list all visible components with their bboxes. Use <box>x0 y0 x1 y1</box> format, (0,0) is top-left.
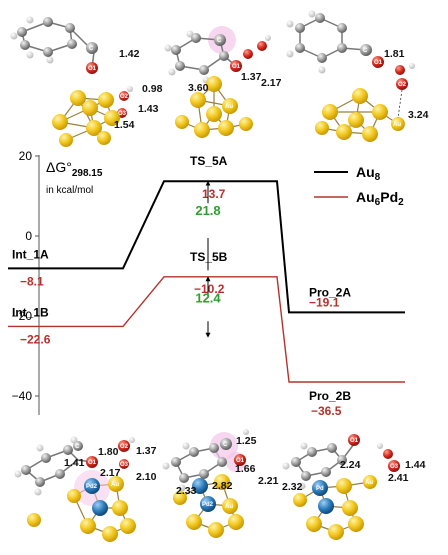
svg-text:Au: Au <box>225 504 233 510</box>
structure-pro-2b: O1 O3 Pd Au 2.24 1.44 2.32 2.41 <box>282 434 426 540</box>
distance-label: 1.43 <box>138 103 159 115</box>
ylabel-main: ΔG°298.15 <box>46 159 103 179</box>
y-ticks: 20 0 −20 −40 <box>12 149 39 403</box>
svg-text:O1: O1 <box>374 60 383 66</box>
distance-label: 0.98 <box>142 83 163 95</box>
svg-text:C: C <box>217 38 222 44</box>
distance-label: 1.37 <box>136 445 157 457</box>
legend-label-au8: Au8 <box>356 164 381 183</box>
svg-text:O1: O1 <box>350 438 359 444</box>
state-label: Int_1A <box>12 247 49 261</box>
svg-text:O1: O1 <box>88 66 97 72</box>
svg-text:C: C <box>89 46 94 52</box>
series-layer: Int_1A −8.1 TS_5A 13.7 Pro_2A−19.1 Int_1B −22.… <box>8 154 405 418</box>
svg-text:Pd: Pd <box>316 486 324 492</box>
barrier-layer: 21.8 12.4 <box>195 180 221 338</box>
state-energy-label: 13.7 <box>202 187 226 201</box>
svg-text:Au: Au <box>225 104 233 110</box>
svg-text:Au: Au <box>393 122 401 128</box>
svg-text:O3: O3 <box>120 462 129 468</box>
ylabel-text: ΔG° <box>46 159 72 175</box>
distance-label: 1.37 <box>241 71 262 83</box>
state-energy-label: −8.1 <box>20 274 44 288</box>
svg-text:O3: O3 <box>390 464 399 470</box>
distance-label: 3.60 <box>188 82 209 94</box>
y-tick-label: −40 <box>12 389 33 403</box>
distance-label: 2.17 <box>100 467 121 479</box>
state-label: TS_5A <box>190 154 228 168</box>
ylabel-sub: 298.15 <box>72 168 103 179</box>
svg-text:C: C <box>363 48 368 54</box>
distance-label: 1.44 <box>405 459 426 471</box>
svg-text:C: C <box>223 442 228 448</box>
structure-int-1b: C O1 O2 O3 Pd2 Au 1.80 1.37 1.41 2.17 2.… <box>14 436 157 542</box>
distance-label: 2.33 <box>176 485 197 497</box>
svg-text:O3: O3 <box>118 111 127 117</box>
svg-text:O1: O1 <box>88 460 97 466</box>
distance-label: 1.25 <box>236 435 257 447</box>
state-energy-label: −10.2 <box>194 282 225 296</box>
unit-label: in kcal/mol <box>46 185 93 196</box>
distance-label: 2.41 <box>388 472 409 484</box>
legend: Au8 Au6Pd2 <box>314 164 404 208</box>
distance-label: 3.24 <box>408 109 429 121</box>
y-tick-label: −20 <box>12 309 33 323</box>
distance-label: 2.82 <box>212 480 233 492</box>
distance-label: 1.41 <box>64 457 85 469</box>
state-label: Pro_2A <box>309 285 351 299</box>
svg-text:O2: O2 <box>398 82 407 88</box>
series-line-1 <box>8 276 405 383</box>
svg-text:Pd2: Pd2 <box>202 502 214 508</box>
distance-label: 2.21 <box>258 475 279 487</box>
state-energy-label: −22.6 <box>20 332 51 346</box>
distance-label: 1.66 <box>235 463 256 475</box>
structure-int-1a: C O1 O2 O3 1.42 0.98 1.43 1.54 <box>10 16 163 147</box>
structure-ts-5b: C O1 Pd2 Au 1.25 1.66 2.33 2.82 2.21 <box>162 429 279 538</box>
distance-label: 1.42 <box>119 48 140 60</box>
energy-chart: 20 0 −20 −40 ΔG°298.15 in kcal/mol Au8 Au6P… <box>8 149 405 418</box>
svg-text:O1: O1 <box>232 64 241 70</box>
svg-text:C: C <box>75 444 80 450</box>
svg-text:O2: O2 <box>120 94 129 100</box>
distance-label: 1.80 <box>98 446 119 458</box>
state-label: Pro_2B <box>309 389 351 403</box>
state-energy-label: −19.1 <box>309 295 340 309</box>
distance-label: 2.10 <box>136 471 157 483</box>
distance-label: 1.54 <box>114 119 135 131</box>
series-line-0 <box>8 180 405 314</box>
y-tick-label: 20 <box>19 149 33 163</box>
state-label: TS_5B <box>190 250 228 264</box>
svg-text:O1: O1 <box>236 458 245 464</box>
distance-label: 2.17 <box>261 77 282 89</box>
svg-text:Au: Au <box>365 480 373 486</box>
distance-label: 2.24 <box>340 459 361 471</box>
distance-label: 2.32 <box>282 481 303 493</box>
state-energy-label: −36.5 <box>311 404 342 418</box>
state-label: Int_1B <box>12 305 49 319</box>
svg-text:O2: O2 <box>120 444 129 450</box>
barrier-label: 21.8 <box>195 203 220 218</box>
barrier-label: 12.4 <box>195 290 221 305</box>
structure-ts-5a: C O1 Au 1.37 3.60 2.17 <box>164 26 282 138</box>
svg-text:Pd2: Pd2 <box>86 484 98 490</box>
y-tick-label: 0 <box>25 229 32 243</box>
legend-label-au6pd2: Au6Pd2 <box>356 189 404 208</box>
structure-pro-2a: C O1 O2 Au 1.81 3.24 <box>286 10 429 142</box>
distance-label: 1.81 <box>384 48 405 60</box>
svg-text:Au: Au <box>111 482 119 488</box>
